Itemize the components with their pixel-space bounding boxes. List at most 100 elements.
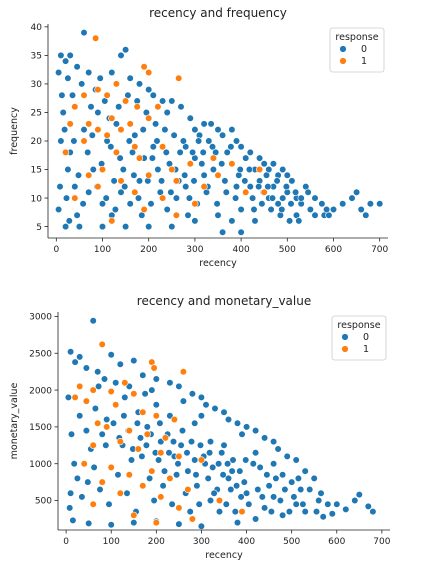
data-point xyxy=(143,430,151,438)
data-point xyxy=(76,412,84,420)
data-point xyxy=(224,460,232,468)
data-point xyxy=(287,200,295,208)
data-point xyxy=(232,137,241,145)
subplot-2: recency and monetary_value 0 100 200 300 400 5… xyxy=(9,294,391,561)
data-point xyxy=(243,423,251,431)
data-point xyxy=(152,412,160,420)
data-point xyxy=(315,496,323,505)
data-point xyxy=(126,200,134,208)
data-point xyxy=(103,91,111,99)
data-point xyxy=(224,415,233,424)
y-tick-label: 30 xyxy=(31,80,43,90)
data-point xyxy=(89,500,97,508)
data-point xyxy=(176,148,184,156)
data-point xyxy=(82,364,90,372)
data-point xyxy=(311,194,319,202)
data-point xyxy=(121,379,129,387)
data-point xyxy=(279,165,287,174)
data-point xyxy=(112,401,120,409)
data-point xyxy=(218,160,226,168)
data-point xyxy=(112,120,120,128)
data-point xyxy=(250,205,258,214)
data-point xyxy=(167,188,175,196)
data-point xyxy=(286,217,294,225)
data-point xyxy=(91,34,100,42)
data-point xyxy=(125,137,133,145)
data-point xyxy=(152,375,160,383)
data-point xyxy=(329,205,338,214)
data-point xyxy=(130,511,138,519)
data-point xyxy=(59,108,67,117)
data-point xyxy=(238,508,246,516)
data-point xyxy=(147,200,155,208)
data-point xyxy=(108,114,116,122)
data-point xyxy=(96,74,104,82)
data-point xyxy=(227,143,235,151)
data-point xyxy=(223,148,231,156)
data-point xyxy=(241,177,249,185)
x-tick-label: 300 xyxy=(193,537,210,547)
data-point xyxy=(262,171,271,179)
data-point xyxy=(145,223,153,231)
data-point xyxy=(80,137,88,145)
data-point xyxy=(301,508,309,516)
data-point xyxy=(264,183,272,191)
data-point xyxy=(139,126,147,134)
data-point xyxy=(268,194,277,202)
data-point xyxy=(215,496,224,505)
data-point xyxy=(246,183,254,191)
data-point xyxy=(260,160,268,168)
data-point xyxy=(214,211,222,219)
data-point xyxy=(149,91,157,99)
data-point xyxy=(364,502,372,511)
data-point xyxy=(220,408,228,416)
data-point xyxy=(206,496,215,505)
data-point xyxy=(94,126,102,134)
data-point xyxy=(138,452,146,461)
data-point xyxy=(112,80,120,88)
data-point xyxy=(272,474,280,483)
data-point xyxy=(121,183,129,191)
data-point xyxy=(126,74,134,82)
data-point xyxy=(168,500,176,508)
data-point xyxy=(71,183,79,191)
data-point xyxy=(242,456,250,464)
data-point xyxy=(261,434,269,442)
data-point xyxy=(233,518,242,527)
data-point xyxy=(166,474,174,483)
data-point xyxy=(78,80,86,88)
y-tick-label: 15 xyxy=(31,166,42,176)
x-tick-label: 200 xyxy=(140,245,157,255)
data-point xyxy=(114,471,122,479)
data-point xyxy=(191,419,199,427)
data-point xyxy=(249,194,257,202)
data-point xyxy=(311,211,319,219)
data-point xyxy=(61,57,70,65)
data-point xyxy=(254,485,262,494)
data-point xyxy=(84,148,92,156)
data-point xyxy=(172,211,180,219)
data-point xyxy=(103,423,111,431)
data-point xyxy=(75,223,83,231)
data-point xyxy=(189,148,197,156)
data-point xyxy=(116,489,124,497)
data-point xyxy=(57,51,65,60)
data-point xyxy=(121,97,130,105)
data-point xyxy=(102,194,110,202)
data-point xyxy=(376,200,384,208)
y-tick-label: 1000 xyxy=(29,460,52,470)
data-point xyxy=(242,188,250,196)
data-point xyxy=(145,85,153,94)
legend-marker-0 xyxy=(341,333,349,341)
data-point xyxy=(148,467,156,475)
data-point xyxy=(274,445,282,453)
data-point xyxy=(121,223,130,231)
data-point xyxy=(109,419,118,427)
data-point xyxy=(256,165,264,174)
data-point xyxy=(85,188,93,196)
data-point xyxy=(66,504,74,512)
legend-entry-0: 0 xyxy=(361,44,367,55)
data-point xyxy=(127,456,136,464)
